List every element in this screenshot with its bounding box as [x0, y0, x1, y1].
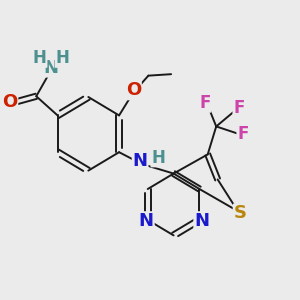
Text: N: N: [44, 59, 59, 77]
Text: F: F: [199, 94, 211, 112]
Text: H: H: [33, 49, 46, 67]
Text: H: H: [56, 49, 69, 67]
Text: N: N: [133, 152, 148, 170]
Text: O: O: [2, 93, 17, 111]
Text: F: F: [237, 125, 249, 143]
Text: S: S: [234, 205, 247, 223]
Text: F: F: [233, 99, 244, 117]
Text: H: H: [152, 148, 165, 166]
Text: N: N: [139, 212, 154, 230]
Text: O: O: [126, 81, 141, 99]
Text: N: N: [194, 212, 209, 230]
